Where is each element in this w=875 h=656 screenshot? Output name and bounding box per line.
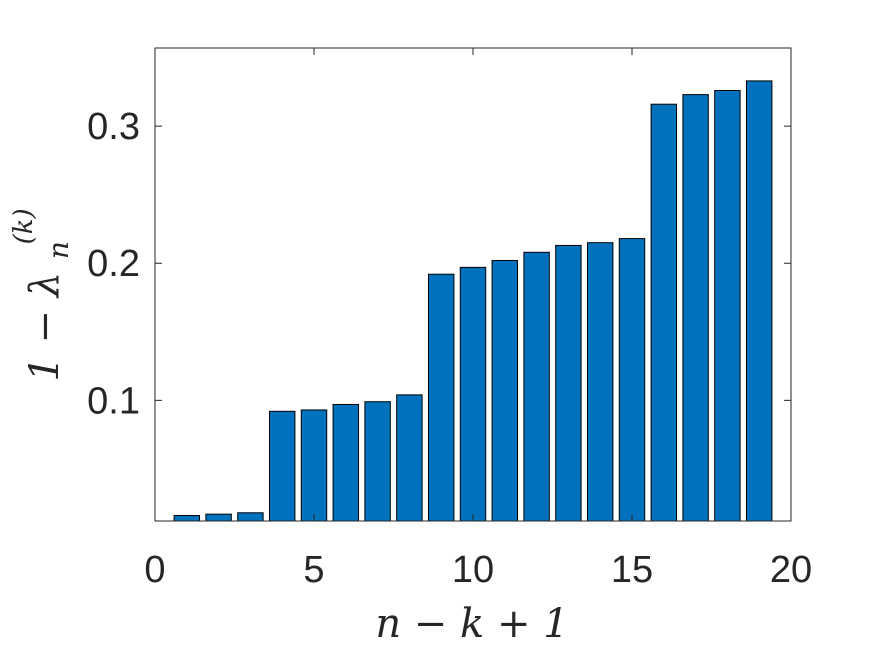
x-tick-label: 20 (770, 549, 812, 591)
y-axis-label-superscript: (k) (9, 208, 39, 244)
bar-7 (364, 401, 391, 522)
bar-1 (173, 515, 201, 522)
y-tick-label: 0.1 (87, 380, 140, 422)
bar-5 (300, 409, 328, 522)
bars-group (173, 80, 773, 522)
x-tick-label: 0 (144, 549, 165, 591)
bar-17 (682, 94, 709, 522)
bar-6 (332, 403, 360, 522)
y-axis-label-subscript: n (42, 241, 75, 259)
bar-13 (555, 244, 582, 522)
bar-8 (396, 394, 423, 522)
bar-11 (491, 260, 519, 522)
bar-2 (205, 513, 232, 522)
y-axis-label: 1 − λ n (k) (9, 208, 78, 381)
bar-19 (745, 80, 773, 522)
bar-18 (714, 90, 741, 522)
x-tick-label: 10 (452, 549, 494, 591)
bar-10 (459, 266, 487, 522)
svg-text:1 − λ n (k): 1 − λ n (k) (9, 208, 78, 381)
bar-15 (618, 238, 646, 522)
y-tick-label: 0.3 (87, 106, 140, 148)
y-tick-label: 0.2 (87, 243, 140, 285)
bar-3 (237, 512, 264, 522)
bar-9 (427, 273, 455, 522)
bar-14 (586, 242, 614, 522)
x-tick-label: 15 (611, 549, 653, 591)
y-axis-label-main: 1 − λ (22, 272, 68, 382)
bar-4 (268, 410, 296, 522)
x-tick-label: 5 (303, 549, 324, 591)
ticks-group: 0 5 10 15 20 0.1 0.2 0.3 (87, 48, 812, 591)
x-axis-label: n − k + 1 (375, 601, 568, 647)
bar-12 (523, 251, 550, 522)
bar-16 (650, 103, 678, 522)
